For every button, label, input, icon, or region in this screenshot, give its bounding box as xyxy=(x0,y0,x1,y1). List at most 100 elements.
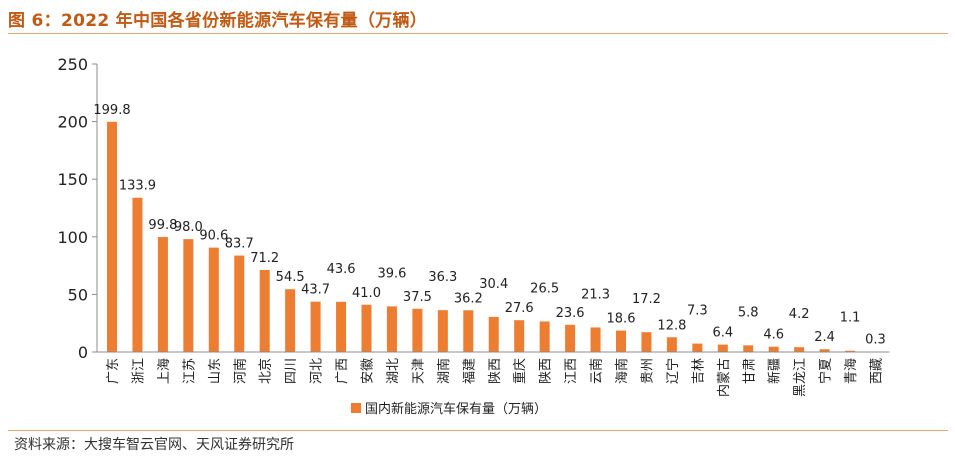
x-tick-label: 重庆 xyxy=(512,358,528,384)
data-label: 23.6 xyxy=(556,306,585,321)
x-axis: 广东 浙江 上海 江苏 山东 河南 北京 四川 河北 广西 安徽 湖北 天津 湖南 福建 陕西 重庆 陕西 江西 云南… xyxy=(97,351,890,397)
y-tick-label: 50 xyxy=(68,285,88,304)
data-label: 0.3 xyxy=(865,333,886,348)
legend: 国内新能源汽车保有量（万辆） xyxy=(351,401,547,417)
x-tick-label: 上海 xyxy=(157,358,172,384)
data-label: 17.2 xyxy=(632,292,661,307)
data-label: 4.6 xyxy=(763,328,784,343)
x-tick-label: 贵州 xyxy=(640,358,655,384)
data-label: 18.6 xyxy=(607,312,636,327)
data-label: 21.3 xyxy=(581,287,610,302)
data-label: 37.5 xyxy=(403,290,432,305)
bar xyxy=(437,310,448,352)
data-label: 30.4 xyxy=(479,277,508,292)
bar xyxy=(514,320,525,352)
x-tick-label: 甘肃 xyxy=(742,358,757,384)
bar xyxy=(616,330,626,352)
bar xyxy=(157,237,168,352)
x-tick-label: 四川 xyxy=(284,358,299,384)
bar-chart: 0 50 100 150 200 250 199.8 133.9 99.898.090.683… xyxy=(57,55,890,417)
bar xyxy=(794,347,805,352)
x-tick-label: 湖南 xyxy=(436,358,452,384)
legend-label: 国内新能源汽车保有量（万辆） xyxy=(365,401,547,417)
y-tick-label: 200 xyxy=(57,113,88,132)
bar xyxy=(743,345,754,352)
x-tick-label: 福建 xyxy=(462,358,477,384)
bar xyxy=(310,301,321,352)
data-label: 6.4 xyxy=(712,326,733,341)
x-tick-label: 湖北 xyxy=(386,358,401,384)
x-tick-label: 青海 xyxy=(844,358,859,384)
bar xyxy=(132,197,143,352)
data-label: 26.5 xyxy=(530,281,559,296)
bar xyxy=(107,121,117,352)
data-label: 41.0 xyxy=(352,286,381,301)
bar xyxy=(590,327,601,352)
x-tick-label: 陕西 xyxy=(539,358,554,384)
data-label: 1.1 xyxy=(840,311,861,326)
x-tick-label: 江苏 xyxy=(181,358,197,384)
data-label: 36.2 xyxy=(454,291,483,306)
source-divider xyxy=(8,430,948,431)
x-tick-label: 吉林 xyxy=(691,358,706,384)
x-tick-label: 海南 xyxy=(614,358,630,384)
y-tick-label: 250 xyxy=(57,55,88,74)
x-tick-label: 宁夏 xyxy=(818,358,834,384)
x-tick-label: 陕西 xyxy=(488,358,503,384)
y-axis: 0 50 100 150 200 250 xyxy=(57,55,98,362)
data-labels: 199.8 133.9 99.898.090.683.771.2 54.543.7 43… xyxy=(93,103,885,348)
bar xyxy=(183,239,194,352)
x-tick-label: 广东 xyxy=(106,358,121,384)
bar xyxy=(539,321,550,352)
data-label: 2.4 xyxy=(814,330,835,345)
data-label: 83.7 xyxy=(225,237,254,252)
x-tick-label: 北京 xyxy=(259,358,274,384)
x-tick-label: 云南 xyxy=(589,358,605,384)
bar xyxy=(234,255,245,352)
title-divider xyxy=(8,33,948,34)
bar xyxy=(386,306,397,352)
source-note: 资料来源：大搜车智云官网、天风证券研究所 xyxy=(14,437,294,453)
bar xyxy=(463,310,474,352)
data-label: 43.7 xyxy=(301,283,330,298)
data-label: 99.8 xyxy=(148,218,177,233)
figure-title: 图 6：2022 年中国各省份新能源汽车保有量（万辆） xyxy=(8,11,428,31)
data-label: 90.6 xyxy=(199,229,228,244)
data-label: 98.0 xyxy=(174,220,203,235)
data-label: 7.3 xyxy=(687,304,708,319)
x-tick-label: 浙江 xyxy=(131,358,146,384)
x-tick-label: 安徽 xyxy=(361,358,376,384)
bar xyxy=(692,343,703,352)
y-tick-label: 100 xyxy=(57,228,88,247)
data-label: 71.2 xyxy=(250,251,279,266)
bar-series xyxy=(107,121,881,353)
data-label: 36.3 xyxy=(428,270,457,285)
bar xyxy=(336,301,347,352)
data-label: 54.5 xyxy=(276,270,305,285)
x-tick-label: 辽宁 xyxy=(665,358,681,384)
bar xyxy=(285,289,296,352)
bar xyxy=(565,324,576,352)
data-label: 5.8 xyxy=(738,305,759,320)
x-tick-label: 新疆 xyxy=(767,358,783,384)
y-tick-label: 0 xyxy=(78,343,88,362)
x-tick-label: 河北 xyxy=(310,358,325,384)
legend-swatch xyxy=(351,403,361,413)
data-label: 12.8 xyxy=(657,318,686,333)
data-label: 27.6 xyxy=(505,301,534,316)
bar xyxy=(361,304,372,352)
x-tick-label: 河南 xyxy=(232,358,248,384)
bar xyxy=(768,346,779,352)
bar xyxy=(666,337,677,352)
bar xyxy=(412,308,423,352)
bar xyxy=(819,349,830,352)
x-tick-label: 黑龙江 xyxy=(793,358,808,397)
x-tick-label: 江西 xyxy=(564,358,579,384)
x-tick-label: 西藏 xyxy=(870,358,885,384)
data-label: 133.9 xyxy=(119,179,156,194)
bar xyxy=(641,332,652,352)
data-label: 39.6 xyxy=(377,266,406,281)
data-label: 43.6 xyxy=(327,262,356,277)
x-tick-label: 天津 xyxy=(411,358,426,384)
data-label: 199.8 xyxy=(93,103,130,118)
